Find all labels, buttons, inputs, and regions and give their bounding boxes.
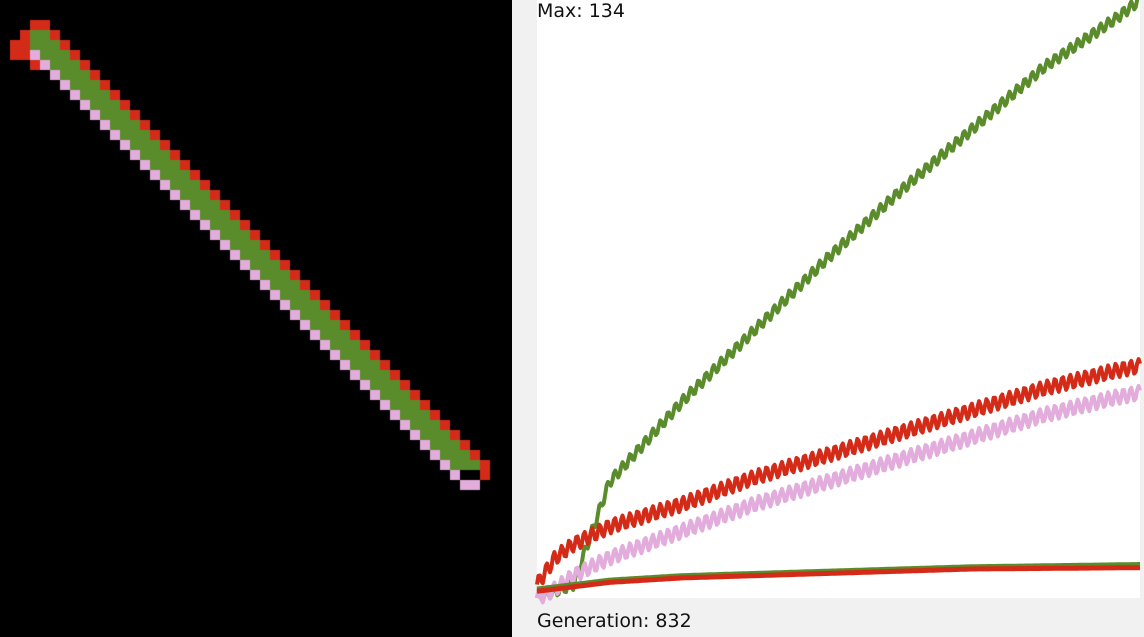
population-graph-panel: Max: 134 Generation: 832	[512, 0, 1144, 637]
population-graph	[535, 0, 1142, 605]
plot-area	[537, 0, 1140, 598]
series-line-0	[535, 0, 1140, 604]
series-line-2	[535, 383, 1142, 605]
max-label: Max: 134	[537, 0, 625, 22]
generation-label: Generation: 832	[537, 610, 692, 632]
series-line-4	[535, 565, 1142, 594]
simulation-canvas[interactable]	[0, 0, 512, 637]
series-line-1	[535, 357, 1142, 586]
